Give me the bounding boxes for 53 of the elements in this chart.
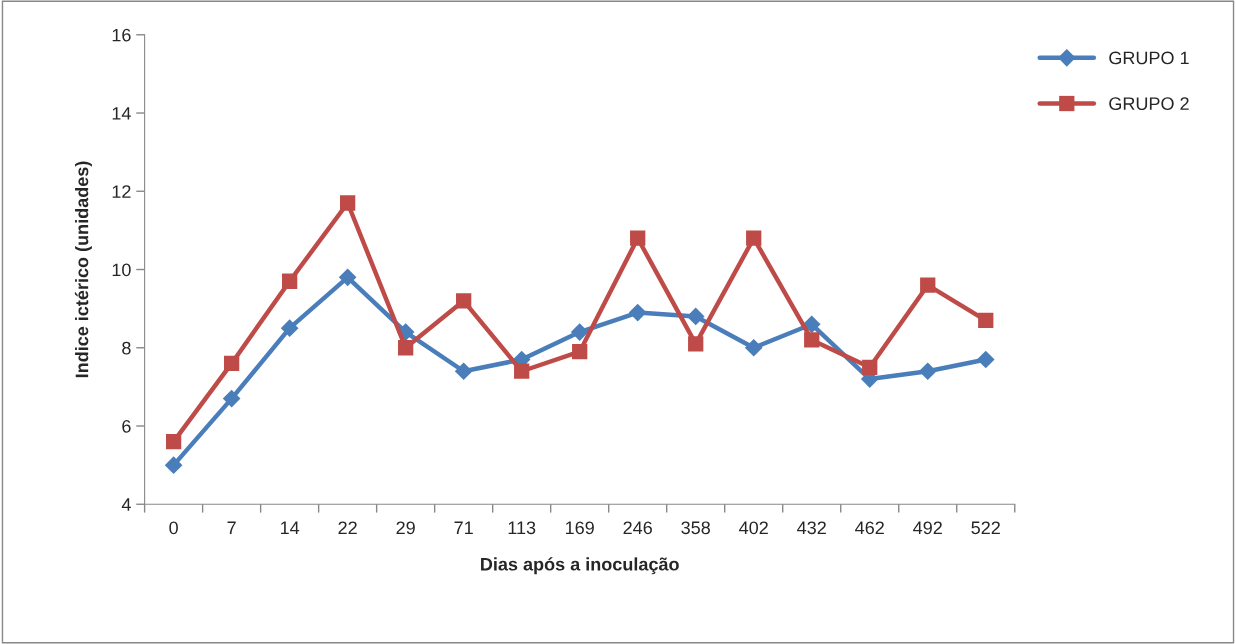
point bbox=[398, 340, 414, 356]
x-tick-label: 71 bbox=[454, 521, 473, 534]
point bbox=[688, 336, 704, 352]
x-tick-label: 402 bbox=[739, 521, 768, 535]
point bbox=[862, 359, 878, 375]
x-tick-label: 7 bbox=[227, 521, 236, 534]
x-tick-label: 22 bbox=[338, 521, 357, 534]
x-tick-label: 492 bbox=[913, 521, 942, 535]
point bbox=[282, 273, 298, 289]
point bbox=[686, 307, 705, 326]
point bbox=[222, 389, 241, 408]
point bbox=[280, 319, 299, 338]
point bbox=[456, 293, 472, 309]
y-tick-label: 4 bbox=[121, 498, 131, 511]
x-tick-label: 113 bbox=[508, 521, 536, 535]
x-tick-label: 358 bbox=[681, 521, 710, 535]
x-tick-label: 0 bbox=[169, 521, 178, 535]
point bbox=[338, 268, 357, 287]
point bbox=[744, 338, 763, 357]
x-tick-label: 246 bbox=[623, 521, 652, 535]
y-tick-label: 8 bbox=[122, 341, 131, 355]
point bbox=[223, 355, 240, 372]
point bbox=[340, 195, 356, 211]
point bbox=[746, 230, 762, 246]
x-tick-label: 522 bbox=[971, 521, 1000, 535]
point bbox=[802, 315, 821, 334]
point bbox=[978, 312, 994, 329]
point bbox=[920, 277, 936, 293]
point bbox=[164, 456, 183, 474]
point bbox=[165, 434, 182, 450]
legend-label: GRUPO 1 bbox=[1109, 51, 1189, 65]
y-tick-label: 6 bbox=[122, 419, 131, 433]
point bbox=[976, 350, 995, 369]
x-tick-label: 462 bbox=[855, 521, 884, 535]
point bbox=[572, 344, 588, 360]
y-tick-label: 16 bbox=[112, 28, 131, 42]
point bbox=[514, 363, 530, 379]
y-axis-title: Indice ictérico (unidades) bbox=[74, 161, 92, 378]
point bbox=[570, 323, 589, 341]
point bbox=[804, 332, 820, 348]
x-tick-label: 29 bbox=[396, 521, 415, 535]
point bbox=[918, 362, 937, 381]
legend-label: GRUPO 2 bbox=[1109, 97, 1189, 111]
point bbox=[628, 303, 647, 322]
point bbox=[630, 230, 646, 246]
x-tick-label: 169 bbox=[566, 521, 594, 535]
y-tick-label: 14 bbox=[112, 107, 131, 120]
point bbox=[454, 362, 473, 381]
x-axis-title: Dias após a inoculação bbox=[481, 557, 679, 575]
y-tick-label: 12 bbox=[112, 185, 131, 198]
x-tick-label: 432 bbox=[797, 521, 826, 535]
y-tick-label: 10 bbox=[112, 263, 131, 277]
x-tick-label: 14 bbox=[280, 521, 300, 534]
